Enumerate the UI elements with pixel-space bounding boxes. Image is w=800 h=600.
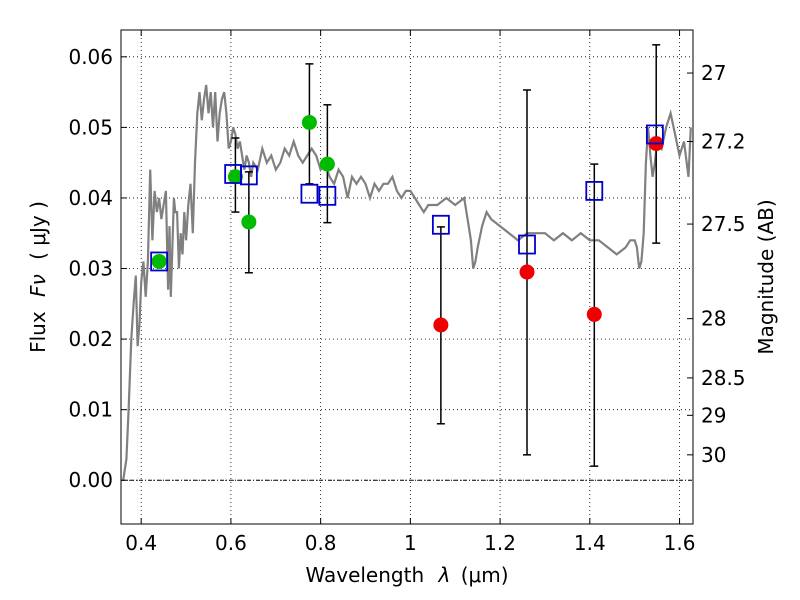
model-point [150, 251, 169, 272]
model-point [645, 124, 664, 145]
y-tick-label: 0.03 [68, 257, 113, 281]
y2-tick-label: 29 [701, 403, 726, 427]
y-axis-label-symbol: Fν [26, 274, 50, 297]
marker-layer [150, 114, 664, 333]
grid-layer [121, 30, 693, 524]
y-axis-label-text: Flux [26, 311, 50, 353]
tick-layer: 0.4 0.6 0.8 1 1.2 1.4 1.6 0.00 0.01 0.02 0.03 0.04 0… [68, 30, 746, 555]
y2-tick-label: 28 [701, 307, 726, 331]
x-tick-label: 1.6 [664, 531, 696, 555]
observed-point [519, 264, 535, 280]
observed-point [151, 253, 167, 269]
y2-tick-label: 27.5 [701, 212, 746, 236]
y-tick-label: 0.02 [68, 327, 113, 351]
x-axis-label-text: Wavelength [305, 563, 424, 587]
x-axis-label-unit: (μm) [461, 563, 509, 587]
x-tick-label: 1 [404, 531, 417, 555]
y2-tick-label: 27 [701, 61, 726, 85]
x-axis-label-symbol: λ [438, 563, 451, 587]
model-point [300, 183, 319, 204]
x-tick-label: 1.2 [484, 531, 516, 555]
observed-point [227, 169, 243, 185]
observed-point [319, 156, 335, 172]
y2-tick-label: 30 [701, 443, 726, 467]
model-point [239, 165, 258, 186]
x-axis-label: Wavelength λ (μm) [305, 563, 508, 587]
y-tick-label: 0.06 [68, 45, 113, 69]
y-tick-label: 0.05 [68, 115, 113, 139]
observed-point [301, 114, 317, 130]
y-tick-label: 0.01 [68, 398, 113, 422]
y-axis-label: Flux Fν ( μJy ) [26, 201, 50, 353]
x-tick-label: 1.4 [574, 531, 606, 555]
y-tick-label: 0.00 [68, 468, 113, 492]
y-axis-label-unit: ( μJy ) [26, 201, 50, 260]
y2-axis-label: Magnitude (AB) [754, 199, 778, 354]
model-point [518, 234, 536, 255]
y2-tick-label: 27.2 [701, 130, 746, 154]
x-tick-label: 0.4 [125, 531, 157, 555]
x-tick-label: 0.6 [215, 531, 247, 555]
y-tick-label: 0.04 [68, 186, 113, 210]
observed-point [586, 306, 602, 322]
plot-frame [120, 29, 694, 525]
x-tick-label: 0.8 [305, 531, 337, 555]
model-point [585, 181, 604, 201]
y2-tick-label: 28.5 [701, 366, 746, 390]
observed-point [433, 317, 449, 333]
model-point [318, 185, 337, 206]
model-point [431, 214, 450, 235]
observed-point [241, 214, 257, 230]
